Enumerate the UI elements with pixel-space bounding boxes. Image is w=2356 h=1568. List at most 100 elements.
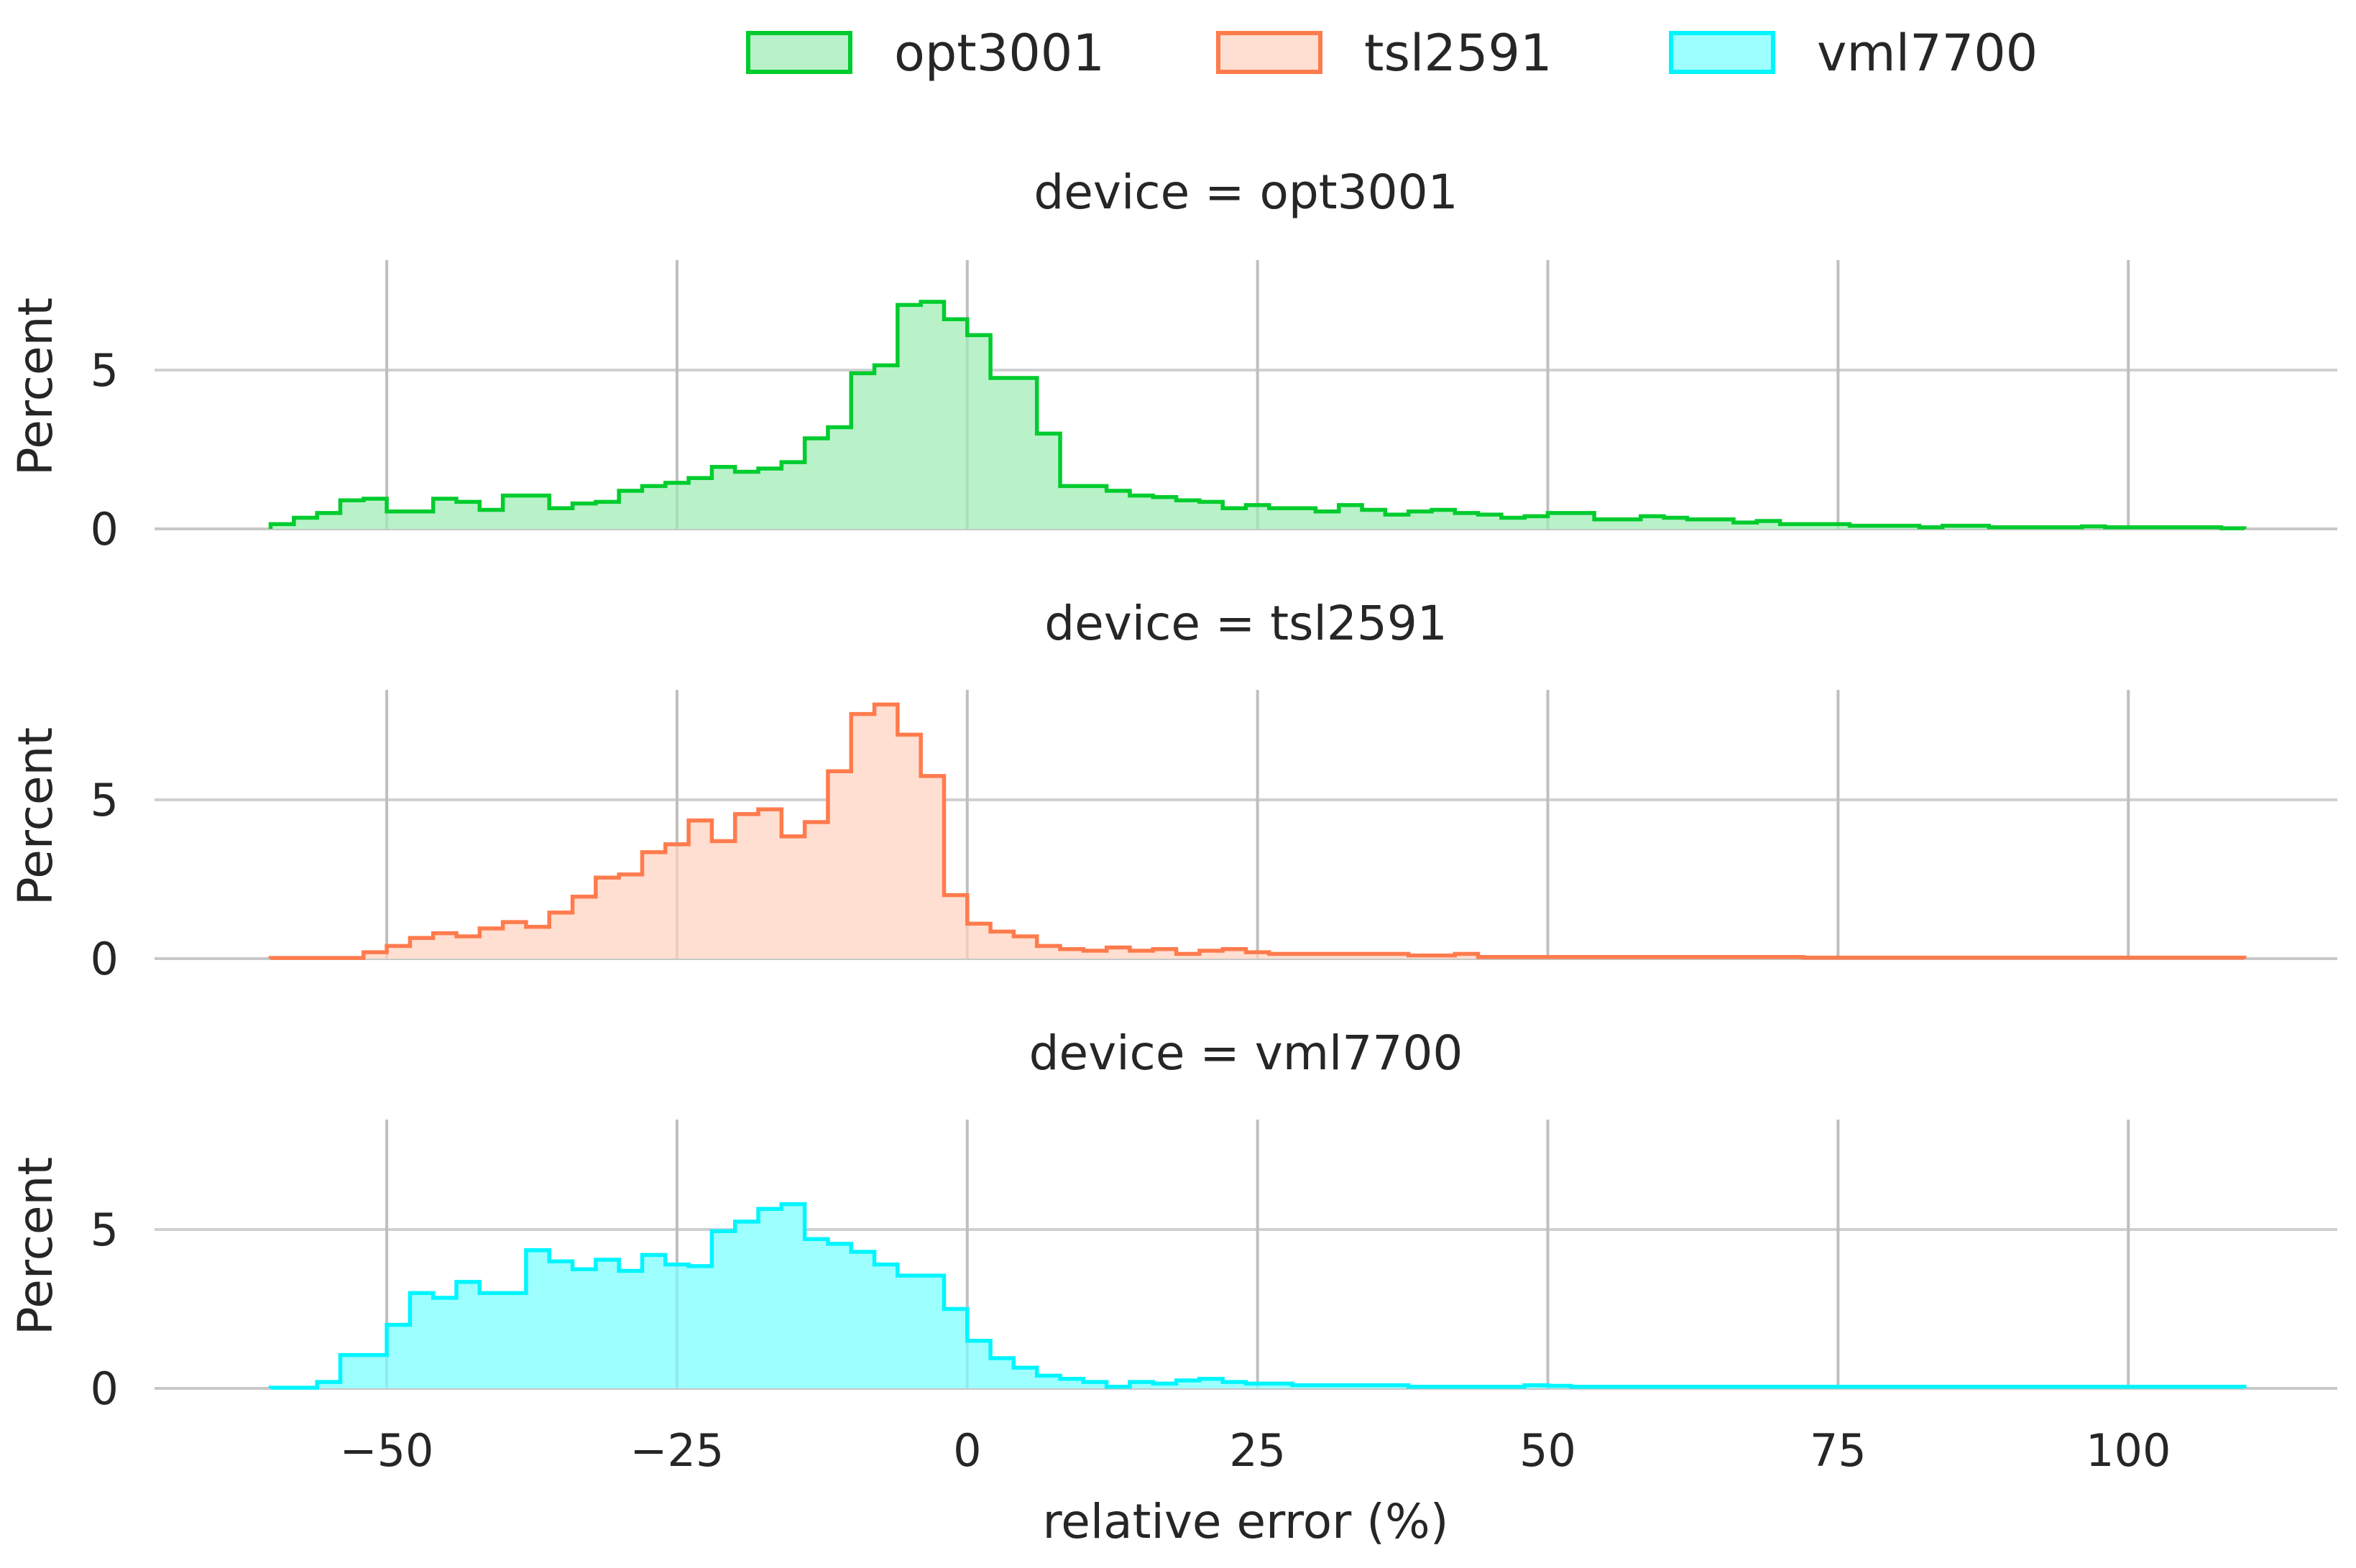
histogram-bin — [1153, 497, 1176, 529]
histogram-bin — [828, 1244, 851, 1388]
histogram-bin — [526, 496, 549, 529]
facet-vml7700: device = vml7700 0 5 Percent — [8, 1025, 2337, 1415]
y-tick-label: 0 — [91, 933, 119, 985]
histogram-bin — [990, 1358, 1013, 1388]
histogram-bin — [944, 319, 967, 529]
x-tick-label: 25 — [1229, 1424, 1286, 1477]
histogram-bin — [1083, 486, 1106, 529]
histogram-bin — [619, 875, 642, 959]
histogram-bin — [387, 512, 410, 529]
facet-title: device = vml7700 — [1029, 1025, 1463, 1081]
x-tick-label: 0 — [953, 1424, 981, 1477]
x-tick-label: −50 — [340, 1424, 434, 1477]
histogram-bin — [549, 913, 572, 959]
histogram-bin — [921, 776, 944, 959]
histogram-bin — [1432, 509, 1455, 529]
x-tick-label: 50 — [1519, 1424, 1576, 1477]
histogram-bin — [317, 513, 340, 529]
histogram-bin — [1013, 378, 1036, 529]
histogram-fill-tsl2591 — [270, 704, 2245, 959]
histogram-bin — [1107, 491, 1130, 529]
histogram-bin — [596, 502, 619, 529]
histogram-bin — [573, 1269, 596, 1388]
histogram-bin — [735, 814, 758, 959]
histogram-bin — [944, 1309, 967, 1389]
legend-swatch — [1669, 31, 1775, 74]
histogram-bin — [735, 1222, 758, 1388]
histogram-bin — [875, 704, 898, 959]
facet-tsl2591: device = tsl2591 0 5 Percent — [8, 596, 2337, 985]
histogram-bin — [781, 836, 804, 959]
histogram-bin — [1409, 512, 1432, 529]
y-tick-label: 5 — [91, 1204, 119, 1256]
histogram-bin — [805, 438, 828, 529]
facet-title: device = opt3001 — [1034, 165, 1458, 220]
x-tick-label: 75 — [1810, 1424, 1867, 1477]
histogram-bin — [364, 499, 387, 529]
histogram-bin — [456, 1282, 479, 1388]
histogram-bin — [758, 809, 781, 959]
histogram-bin — [596, 1260, 619, 1388]
histogram-bin — [456, 502, 479, 529]
histogram-bin — [1200, 502, 1223, 529]
histogram-bin — [1315, 512, 1338, 529]
histogram-bin — [735, 471, 758, 529]
histogram-bin — [619, 491, 642, 529]
histogram-bin — [573, 897, 596, 959]
histogram-bin — [1548, 513, 1571, 529]
y-tick-label: 0 — [91, 503, 119, 555]
histogram-bin — [967, 923, 990, 959]
legend: opt3001 tsl2591 vml7700 — [746, 24, 2038, 83]
histogram-bin — [712, 467, 735, 529]
histogram-bin — [456, 936, 479, 959]
histogram-bin — [828, 428, 851, 529]
histogram-bin — [1177, 500, 1200, 529]
legend-label: tsl2591 — [1364, 24, 1552, 83]
histogram-bin — [479, 509, 502, 529]
histogram-bin — [573, 504, 596, 529]
histogram-bin — [712, 1231, 735, 1388]
histogram-bin — [433, 1298, 456, 1388]
histogram-bin — [642, 1255, 665, 1388]
histogram-bin — [479, 1293, 502, 1388]
histogram-bin — [805, 822, 828, 959]
histogram-bin — [410, 512, 433, 529]
y-tick-label: 5 — [91, 774, 119, 826]
legend-item-tsl2591: tsl2591 — [1216, 24, 1552, 83]
histogram-bin — [1060, 486, 1083, 529]
histogram-bin — [1339, 505, 1362, 529]
histogram-bin — [921, 302, 944, 529]
histogram-bin — [503, 922, 526, 959]
histogram-bin — [828, 771, 851, 959]
histogram-bin — [619, 1270, 642, 1388]
histogram-bin — [898, 734, 921, 959]
facet-opt3001: device = opt3001 0 5 Percent — [8, 165, 2337, 555]
histogram-bin — [387, 1325, 410, 1388]
histogram-bin — [1455, 513, 1478, 529]
histogram-bin — [1037, 433, 1060, 529]
histogram-outline-opt3001 — [268, 300, 2247, 530]
histogram-bin — [944, 895, 967, 959]
histogram-bin — [410, 1293, 433, 1388]
histogram-bin — [410, 938, 433, 959]
histogram-bin — [642, 486, 665, 529]
histogram-bin — [758, 469, 781, 529]
legend-swatch — [1216, 31, 1322, 74]
legend-item-vml7700: vml7700 — [1669, 24, 2038, 83]
histogram-bin — [1571, 513, 1594, 529]
histogram-bin — [967, 335, 990, 529]
histogram-bin — [712, 841, 735, 959]
histogram-bin — [781, 1204, 804, 1388]
histogram-bin — [990, 931, 1013, 959]
histogram-bin — [875, 365, 898, 529]
histogram-bin — [689, 1266, 712, 1388]
legend-label: opt3001 — [894, 24, 1105, 83]
y-tick-label: 5 — [91, 344, 119, 397]
histogram-bin — [1362, 509, 1385, 529]
histogram-bin — [851, 1252, 874, 1388]
histogram-bin — [758, 1209, 781, 1388]
histogram-bin — [967, 1341, 990, 1388]
histogram-bin — [921, 1276, 944, 1388]
histogram-bin — [433, 499, 456, 529]
